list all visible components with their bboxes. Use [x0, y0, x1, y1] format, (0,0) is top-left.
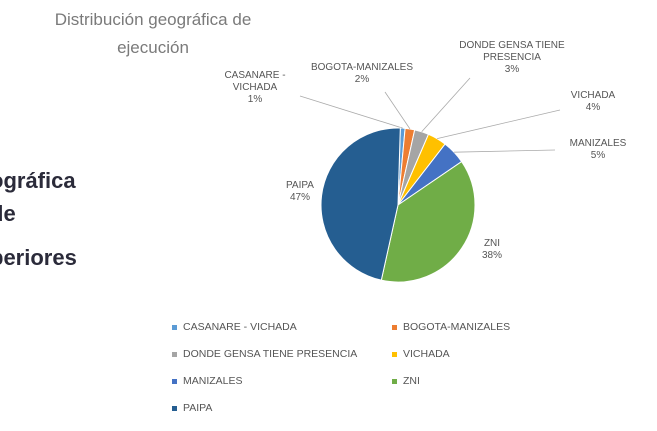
- slice-name: VICHADA: [570, 90, 616, 101]
- legend-label: DONDE GENSA TIENE PRESENCIA: [183, 348, 358, 360]
- legend-swatch: [172, 324, 177, 330]
- slice-value: 3%: [504, 64, 520, 75]
- slice-value: 47%: [289, 192, 310, 203]
- leader-line: [454, 149, 556, 153]
- slice-name: PAIPA: [286, 180, 314, 191]
- legend-item: CASANARE - VICHADA: [172, 321, 297, 333]
- legend-item: PAIPA: [172, 402, 212, 414]
- legend-label: CASANARE - VICHADA: [183, 321, 297, 333]
- slice-value: 1%: [247, 94, 263, 105]
- slice-value: 5%: [590, 150, 606, 161]
- legend-label: ZNI: [403, 375, 420, 387]
- data-label: ZNI 38%: [472, 238, 512, 262]
- legend-label: BOGOTA-MANIZALES: [403, 321, 511, 333]
- leader-line: [299, 95, 403, 129]
- legend-swatch: [392, 378, 397, 384]
- legend-item: ZNI: [392, 375, 420, 387]
- legend-label: MANIZALES: [183, 375, 243, 387]
- slice-name: CASANARE - VICHADA: [224, 70, 286, 93]
- data-label: BOGOTA-MANIZALES 2%: [307, 62, 417, 86]
- slice-name: ZNI: [483, 238, 501, 249]
- leader-line: [421, 77, 471, 133]
- data-label: DONDE GENSA TIENE PRESENCIA 3%: [442, 40, 582, 76]
- legend-label: VICHADA: [403, 348, 450, 360]
- data-label: PAIPA 47%: [280, 180, 320, 204]
- legend-label: PAIPA: [183, 402, 213, 414]
- legend-item: DONDE GENSA TIENE PRESENCIA: [172, 348, 357, 360]
- legend-swatch: [172, 405, 177, 411]
- slice-name: BOGOTA-MANIZALES: [310, 62, 414, 73]
- legend-item: VICHADA: [392, 348, 450, 360]
- slice-name: DONDE GENSA TIENE PRESENCIA: [459, 40, 565, 63]
- pie-slice: [320, 127, 401, 281]
- slice-value: 2%: [354, 74, 370, 85]
- leader-line: [384, 91, 411, 130]
- legend-swatch: [172, 378, 177, 384]
- legend-item: MANIZALES: [172, 375, 243, 387]
- data-label: VICHADA 4%: [563, 90, 623, 114]
- leader-line: [437, 109, 561, 140]
- side-text: periores: [0, 245, 77, 270]
- legend-swatch: [392, 324, 397, 330]
- legend-item: BOGOTA-MANIZALES: [392, 321, 510, 333]
- side-text: ográfica: [0, 168, 76, 193]
- legend-swatch: [172, 351, 177, 357]
- pie-slice: [380, 160, 476, 283]
- slice-value: 38%: [481, 250, 502, 261]
- chart-title: Distribución geográfica de ejecución: [54, 10, 252, 57]
- legend-swatch: [392, 351, 397, 357]
- slice-name: MANIZALES: [569, 138, 627, 149]
- data-label: MANIZALES 5%: [563, 138, 633, 162]
- slice-value: 4%: [585, 102, 601, 113]
- data-label: CASANARE - VICHADA 1%: [215, 70, 295, 106]
- side-text: de: [0, 201, 16, 226]
